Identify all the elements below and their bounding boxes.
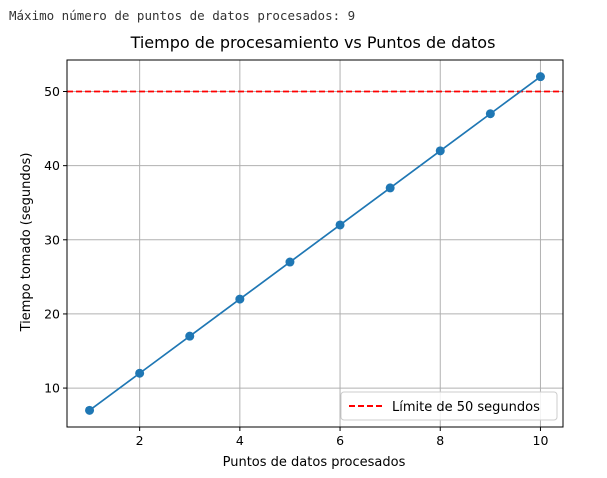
chart-title: Tiempo de procesamiento vs Puntos de dat…: [130, 33, 496, 52]
data-point: [435, 146, 445, 156]
y-tick-label: 30: [44, 232, 60, 247]
legend: Límite de 50 segundos: [340, 391, 558, 421]
y-axis-ticks: 10 20 30 40 50: [44, 84, 67, 396]
data-point: [135, 368, 145, 378]
data-point: [185, 331, 195, 341]
data-point: [335, 220, 345, 230]
x-tick-label: 8: [436, 433, 444, 448]
data-point: [235, 294, 245, 304]
x-tick-label: 6: [336, 433, 344, 448]
x-tick-label: 4: [236, 433, 244, 448]
legend-box: [340, 391, 558, 421]
y-tick-label: 40: [44, 158, 60, 173]
data-point: [485, 109, 495, 119]
x-axis-ticks: 2 4 6 8 10: [136, 427, 549, 448]
data-point: [85, 405, 95, 415]
data-point: [285, 257, 295, 267]
grid: [67, 60, 563, 427]
y-tick-label: 20: [44, 306, 60, 321]
data-point: [385, 183, 395, 193]
y-axis-label: Tiempo tomado (segundos): [19, 153, 34, 333]
plot-frame: [66, 59, 564, 428]
legend-label: Límite de 50 segundos: [392, 400, 540, 415]
x-axis-label: Puntos de datos procesados: [223, 455, 406, 470]
y-tick-label: 50: [44, 84, 60, 99]
x-tick-label: 10: [533, 433, 549, 448]
series: [85, 72, 545, 415]
console-output: Máximo número de puntos de datos procesa…: [9, 8, 356, 23]
y-tick-label: 10: [44, 381, 60, 396]
x-tick-label: 2: [136, 433, 144, 448]
series-line: [89, 75, 541, 412]
data-point: [535, 72, 545, 82]
